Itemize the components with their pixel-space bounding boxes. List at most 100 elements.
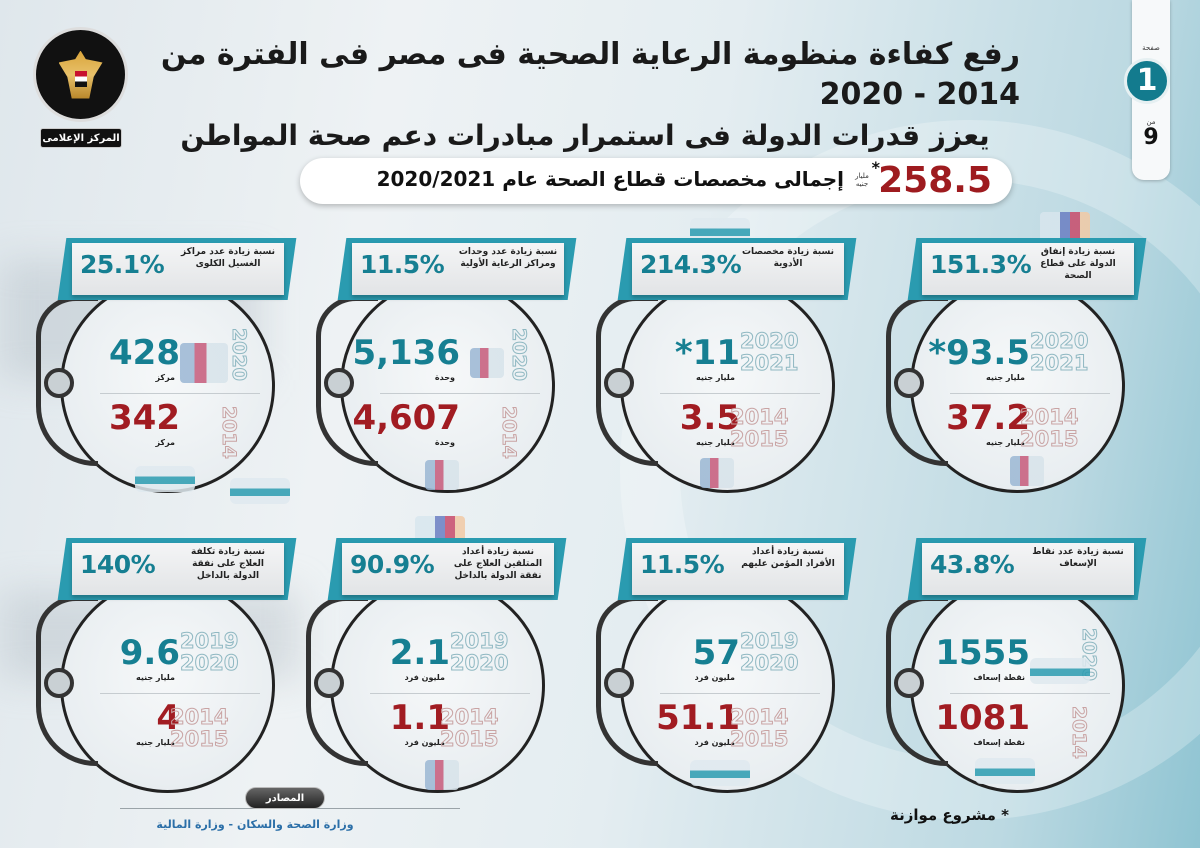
header-panel	[342, 543, 554, 595]
new-years: 2019 2020	[179, 629, 239, 675]
stethoscope-head-icon	[894, 368, 924, 398]
stethoscope-head-icon	[44, 368, 74, 398]
new-value: 57	[692, 633, 740, 673]
card-description: نسبة زيادة مخصصات الأدوية	[741, 247, 835, 269]
old-value: 51.1	[656, 698, 740, 738]
card-description: نسبة زيادة عدد وحدات ومراكز الرعاية الأو…	[458, 247, 558, 269]
new-unit: وحدة	[434, 373, 455, 382]
percent-increase: 140%	[80, 550, 156, 579]
new-unit: مليون فرد	[694, 673, 735, 682]
old-value: 37.2	[946, 398, 1030, 438]
header-panel	[632, 543, 844, 595]
total-allocation-bar: 258.5 * مليار جنيه إجمالى مخصصات قطاع ال…	[300, 158, 1012, 204]
card-header: 11.5% نسبة زيادة أعداد الأفراد المؤمن عل…	[617, 538, 857, 600]
old-unit: وحدة	[434, 438, 455, 447]
header-panel	[72, 543, 284, 595]
old-value: 4	[156, 698, 180, 738]
footnote: * مشروع موازنة	[890, 806, 1009, 824]
new-value: 428	[109, 333, 180, 373]
new-value: *11	[674, 333, 740, 373]
asterisk: *	[871, 158, 880, 177]
new-years: 2020	[228, 328, 251, 382]
page-title: رفع كفاءة منظومة الرعاية الصحية فى مصر ف…	[150, 35, 1020, 155]
percent-increase: 25.1%	[80, 250, 165, 279]
new-value: 5,136	[352, 333, 460, 373]
old-value: 1.1	[389, 698, 450, 738]
stretcher-illustration-icon	[1030, 658, 1090, 684]
old-years: 2014	[218, 406, 241, 460]
header-panel	[922, 543, 1134, 595]
page-indicator: صفحة 1 من 9	[1124, 0, 1170, 180]
new-unit: مليار جنيه	[985, 373, 1025, 382]
card-header: 214.3% نسبة زيادة مخصصات الأدوية	[617, 238, 857, 300]
doctor-desk-illustration-icon	[470, 348, 504, 378]
stat-card-ambulance-points: 43.8% نسبة زيادة عدد نقاط الإسعاف 1555 ن…	[880, 538, 1147, 818]
of-label: من	[1146, 118, 1156, 126]
logo-ribbon: المركز الإعلامى	[40, 128, 122, 148]
egypt-eagle-emblem-icon	[58, 50, 103, 99]
old-unit: مليار جنيه	[985, 438, 1025, 447]
sources-label: المصادر	[245, 787, 325, 809]
total-allocation-value: 258.5	[878, 160, 992, 201]
old-years: 2014	[1068, 706, 1091, 760]
header-panel	[922, 243, 1134, 295]
old-years: 2014 2015	[729, 405, 789, 451]
card-description: نسبة زيادة إنفاق الدولة على قطاع الصحة	[1040, 247, 1116, 281]
total-pages: 9	[1143, 125, 1159, 150]
percent-increase: 43.8%	[930, 550, 1015, 579]
old-unit: مليون فرد	[694, 738, 735, 747]
stethoscope-head-icon	[324, 368, 354, 398]
new-years: 2019 2020	[449, 629, 509, 675]
divider	[100, 693, 260, 694]
divider	[380, 393, 540, 394]
percent-increase: 151.3%	[930, 250, 1032, 279]
new-value: *93.5	[928, 333, 1030, 373]
old-value: 4,607	[352, 398, 460, 438]
new-value: 9.6	[119, 633, 180, 673]
new-years: 2019 2020	[739, 629, 799, 675]
old-value: 3.5	[679, 398, 740, 438]
hospital-bed-illustration-icon	[135, 466, 195, 492]
sources-text: وزارة الصحة والسكان - وزارة المالية	[156, 818, 354, 831]
stat-card-dialysis-centers: 25.1% نسبة زيادة عدد مراكز الغسيل الكلوى…	[30, 238, 297, 518]
card-description: نسبة زيادة عدد نقاط الإسعاف	[1032, 547, 1124, 569]
old-unit: مركز	[155, 438, 175, 447]
total-allocation-unit: مليار جنيه	[855, 172, 869, 188]
old-value: 342	[109, 398, 180, 438]
old-unit: نقطة إسعاف	[973, 738, 1025, 747]
clinic-illustration-icon	[425, 460, 459, 490]
stethoscope-head-icon	[604, 368, 634, 398]
percent-increase: 214.3%	[640, 250, 742, 279]
stethoscope-head-icon	[604, 668, 634, 698]
stat-card-state-treatment-recipients: 90.9% نسبة زيادة أعداد المتلقين العلاج ع…	[300, 516, 567, 818]
stat-card-insured-individuals: 11.5% نسبة زيادة أعداد الأفراد المؤمن عل…	[590, 538, 857, 818]
card-header: 43.8% نسبة زيادة عدد نقاط الإسعاف	[907, 538, 1147, 600]
page-label: صفحة	[1142, 44, 1160, 52]
hospital-bed-illustration-icon	[975, 758, 1035, 784]
percent-increase: 90.9%	[350, 550, 435, 579]
new-value: 1555	[935, 633, 1030, 673]
new-unit: مليار جنيه	[135, 673, 175, 682]
new-years: 2020 2021	[739, 329, 799, 375]
card-header: 140% نسبة زيادة تكلفة العلاج على نفقة ال…	[57, 538, 297, 600]
old-years: 2014 2015	[169, 705, 229, 751]
new-unit: مليون فرد	[404, 673, 445, 682]
stethoscope-head-icon	[894, 668, 924, 698]
current-page: 1	[1124, 58, 1170, 104]
divider	[950, 393, 1110, 394]
new-years: 2020 2021	[1029, 329, 1089, 375]
clinic-illustration-icon	[700, 458, 734, 488]
card-description: نسبة زيادة عدد مراكز الغسيل الكلوى	[181, 247, 275, 269]
hospital-bed-illustration-icon	[690, 760, 750, 786]
old-unit: مليار جنيه	[695, 438, 735, 447]
new-value: 2.1	[389, 633, 450, 673]
card-header: 151.3% نسبة زيادة إنفاق الدولة على قطاع …	[907, 238, 1147, 300]
card-header: 90.9% نسبة زيادة أعداد المتلقين العلاج ع…	[327, 538, 567, 600]
old-years: 2014 2015	[1019, 405, 1079, 451]
stethoscope-head-icon	[314, 668, 344, 698]
old-unit: مليون فرد	[404, 738, 445, 747]
card-description: نسبة زيادة تكلفة العلاج على نفقة الدولة …	[190, 547, 266, 581]
percent-increase: 11.5%	[640, 550, 725, 579]
divider	[100, 393, 260, 394]
old-years: 2014	[498, 406, 521, 460]
